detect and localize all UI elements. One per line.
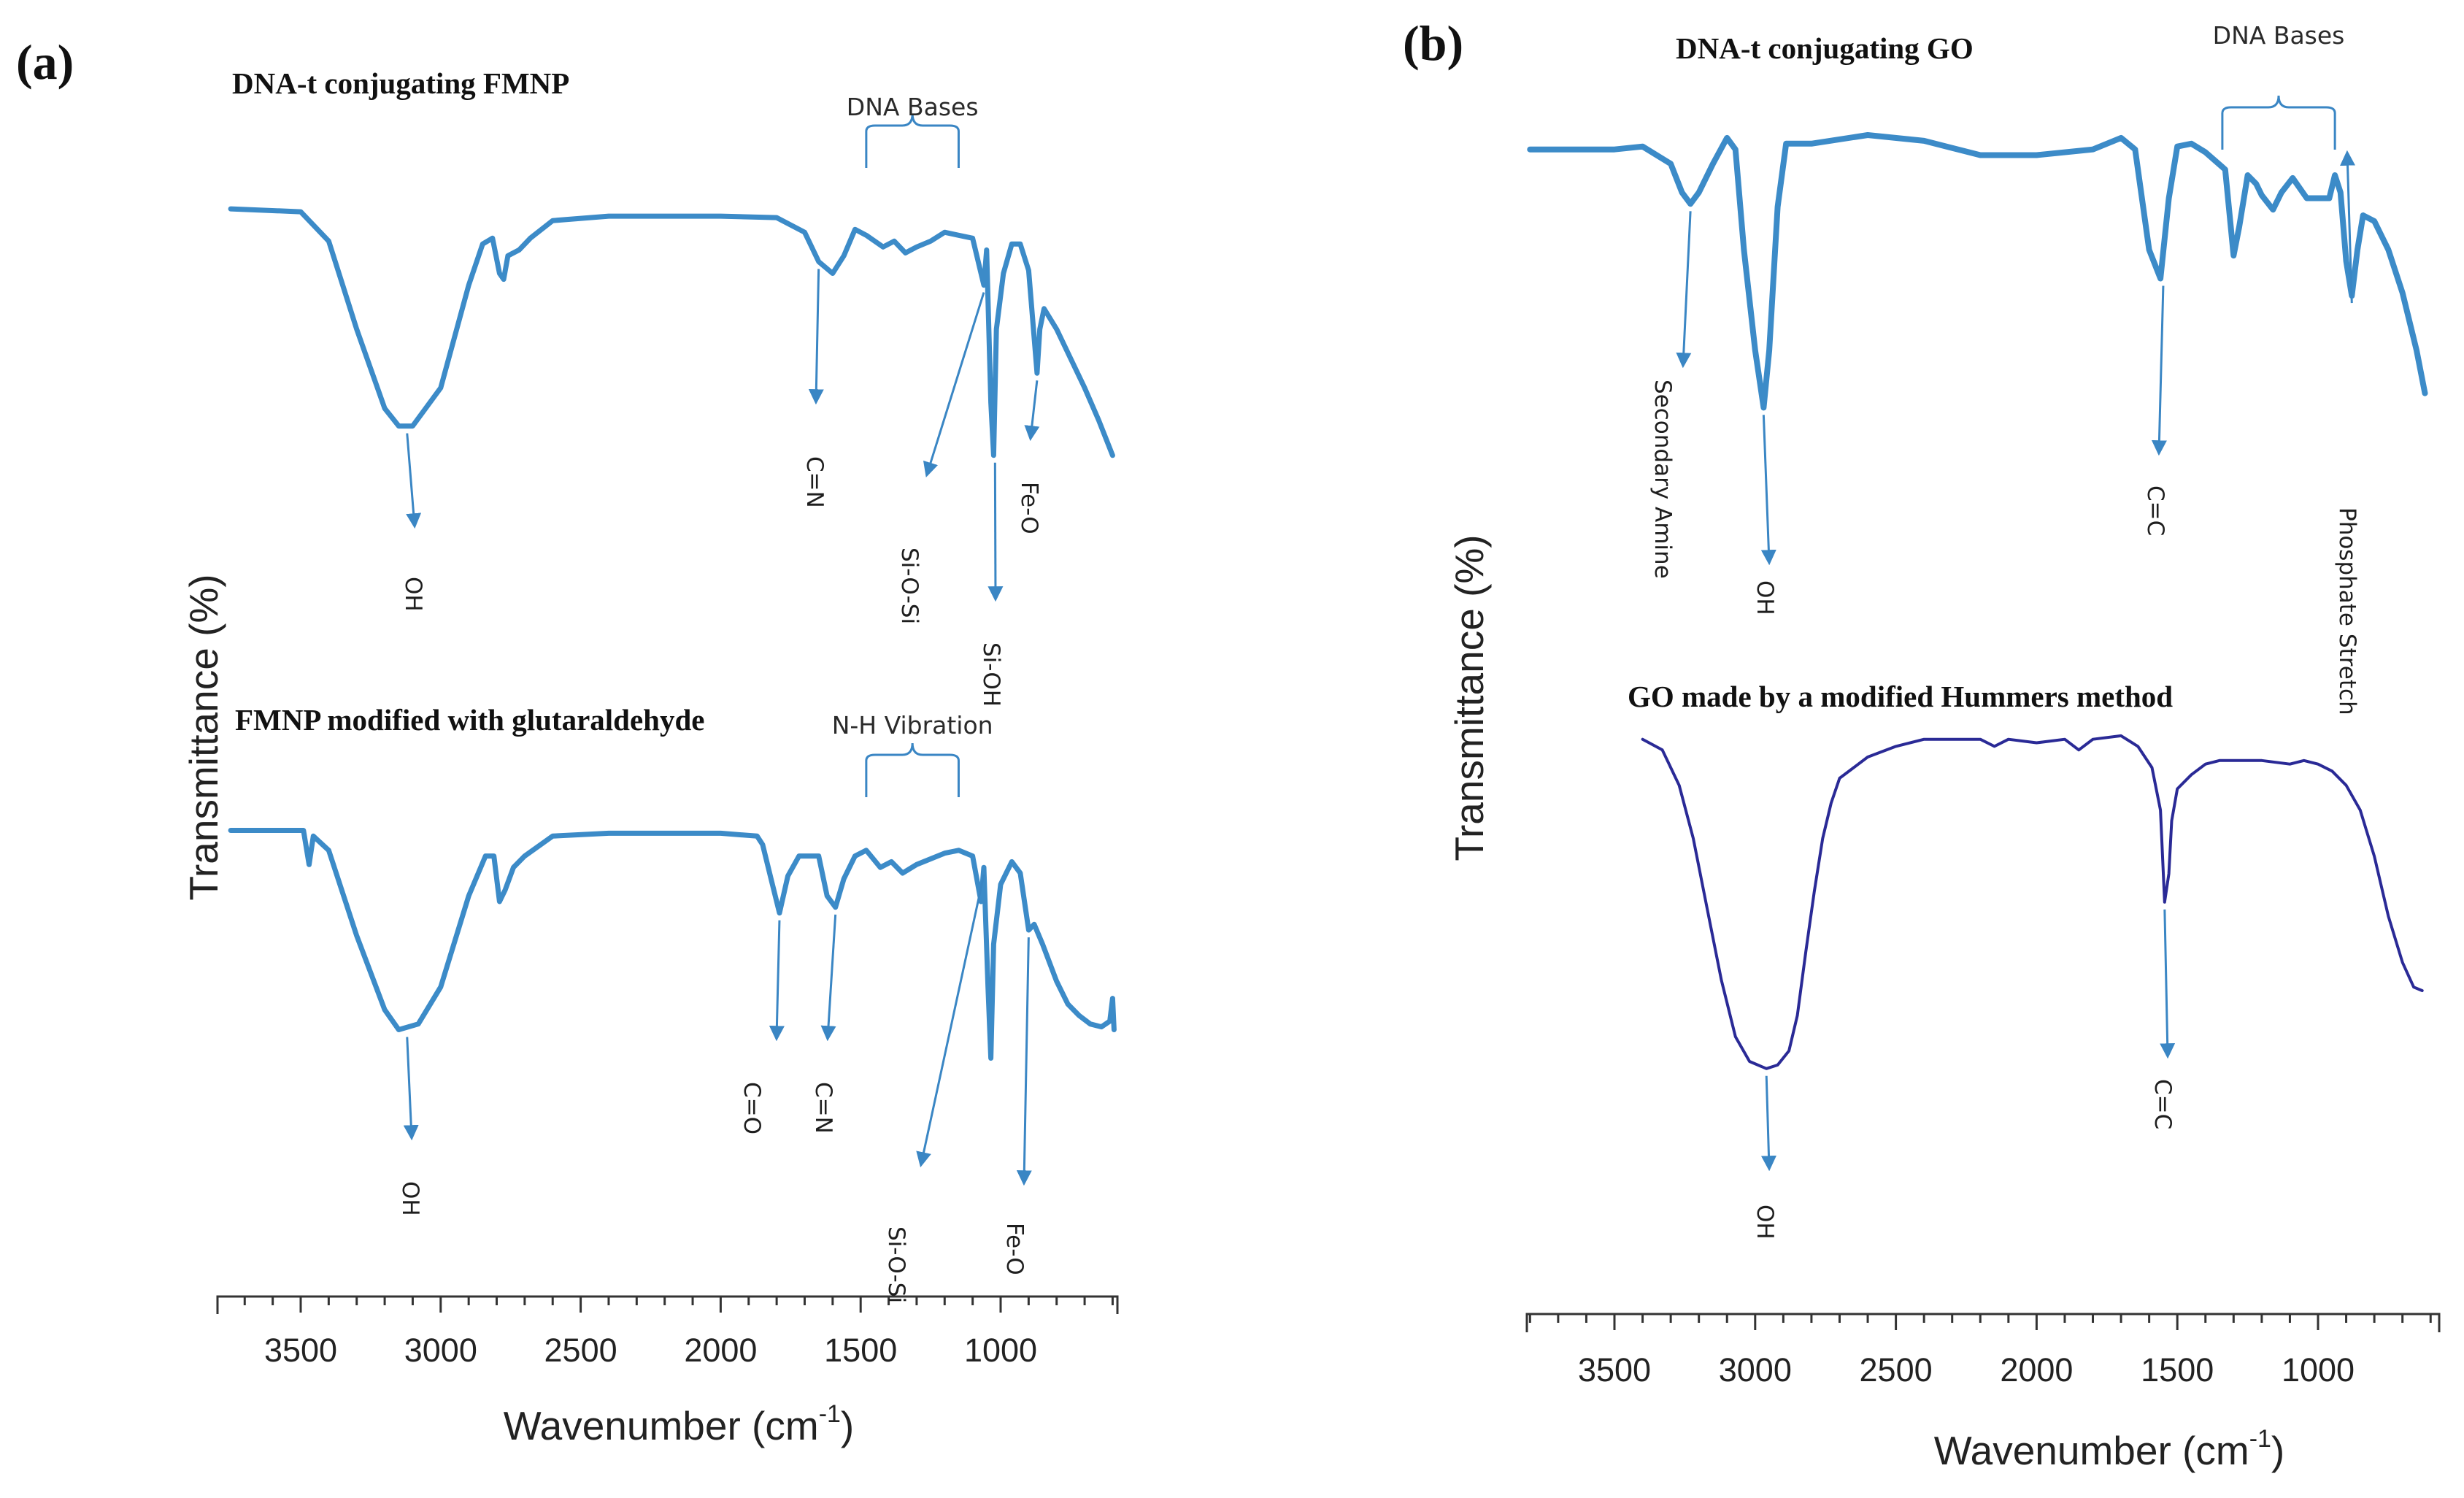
tick-label-1000: 1000	[2282, 1351, 2355, 1388]
peak-label-0-0-2: Si-O-Si	[896, 548, 923, 624]
spectrum-line-0-0	[228, 206, 1115, 458]
peak-label-0-0-1: C=N	[801, 456, 828, 508]
peak-arrow-0-0-3	[987, 462, 1004, 602]
panel-b-x-axis-title: Wavenumber (cm-1)	[1934, 1425, 2285, 1473]
peak-label-0-1-3: Si-O-Si	[883, 1226, 909, 1303]
tick-label-2000: 2000	[2000, 1351, 2073, 1388]
tick-label-3000: 3000	[404, 1332, 477, 1369]
spectra	[228, 132, 2428, 1070]
tick-label-3000: 3000	[1719, 1351, 1792, 1388]
panel-b-x-axis-title-main: Wavenumber (cm	[1934, 1428, 2249, 1473]
tick-label-1500: 1500	[824, 1332, 897, 1369]
peak-arrow-0-1-4	[1016, 937, 1032, 1186]
peak-label-1-0-3: Phosphate Stretch	[2334, 507, 2360, 715]
peak-label-0-1-1: C=O	[739, 1082, 765, 1134]
bracket-1-0	[2221, 95, 2336, 150]
peak-arrow-1-0-3	[2340, 150, 2356, 304]
panel-b-label: (b)	[1403, 15, 1463, 71]
panel-a-x-axis-title-close: )	[841, 1403, 854, 1448]
tick-label-2500: 2500	[1860, 1351, 1933, 1388]
spectrum-line-1-0	[1527, 132, 2428, 411]
tick-label-3500: 3500	[264, 1332, 337, 1369]
panel-b-x-axis	[1525, 1313, 2441, 1332]
panel-a-label: (a)	[16, 34, 74, 90]
tick-label-2500: 2500	[544, 1332, 617, 1369]
peak-label-0-1-2: C=N	[810, 1082, 836, 1134]
tick-label-1500: 1500	[2141, 1351, 2214, 1388]
panel-a-ticks: 3500 3000 2500 2000 1500 1000	[243, 1297, 1114, 1369]
panel-b-x-axis-title-sup: -1	[2249, 1425, 2271, 1453]
bracket-label-1-0: DNA Bases	[2213, 21, 2345, 50]
peak-arrow-0-0-4	[1024, 380, 1040, 442]
peak-label-0-0-0: OH	[400, 577, 426, 612]
panel-a-x-axis-title-sup: -1	[819, 1400, 841, 1428]
peak-annotations: DNA Bases OH C=N Si-O-Si Si-OH Fe-O N-H Vibrat…	[397, 21, 2360, 1303]
peak-label-0-1-0: OH	[397, 1181, 423, 1216]
tick-label-2000: 2000	[684, 1332, 757, 1369]
spectrum-line-0-1	[228, 828, 1117, 1061]
panel-a-y-axis-title: Transmittance (%)	[181, 574, 226, 900]
peak-label-0-0-4: Fe-O	[1016, 482, 1042, 534]
peak-arrow-1-1-1	[2160, 909, 2176, 1059]
peak-arrow-0-1-0	[403, 1037, 419, 1141]
peak-label-1-0-0: Secondary Amine	[1649, 380, 1676, 579]
bracket-0-1	[865, 742, 960, 797]
peak-label-1-0-2: C=C	[2142, 485, 2168, 536]
panel-a-x-axis-title-main: Wavenumber (cm	[504, 1403, 819, 1448]
peak-label-1-1-1: C=C	[2149, 1079, 2176, 1129]
peak-label-1-1-0: OH	[1752, 1205, 1778, 1240]
peak-arrow-0-0-2	[923, 292, 985, 478]
peak-label-0-0-3: Si-OH	[978, 642, 1004, 707]
bracket-label-0-0: DNA Bases	[847, 93, 979, 121]
peak-arrow-0-0-1	[808, 269, 824, 405]
panel-b-top-title: DNA-t conjugating GO	[1676, 31, 1974, 65]
tick-label-3500: 3500	[1578, 1351, 1651, 1388]
panel-a-x-axis-title: Wavenumber (cm-1)	[504, 1400, 855, 1448]
peak-arrow-1-1-0	[1761, 1075, 1776, 1172]
bracket-label-0-1: N-H Vibration	[832, 711, 993, 740]
panel-a-top-title: DNA-t conjugating FMNP	[232, 66, 569, 100]
spectrum-line-1-1	[1641, 734, 2424, 1070]
peak-arrow-1-0-2	[2151, 285, 2167, 456]
panel-a-x-axis	[216, 1295, 1119, 1314]
peak-arrow-0-1-3	[916, 874, 985, 1168]
peak-arrow-0-0-0	[406, 433, 422, 529]
peak-label-0-1-4: Fe-O	[1001, 1223, 1028, 1275]
peak-arrow-0-1-2	[820, 914, 837, 1042]
bracket-0-0	[865, 113, 960, 168]
panel-b-y-axis-title: Transmittance (%)	[1447, 534, 1492, 861]
peak-label-1-0-1: OH	[1752, 580, 1778, 615]
tick-label-1000: 1000	[964, 1332, 1037, 1369]
panel-b-bottom-title: GO made by a modified Hummers method	[1628, 680, 2173, 713]
peak-arrow-1-0-0	[1676, 211, 1692, 369]
peak-arrow-1-0-1	[1760, 415, 1776, 566]
panel-a-bottom-title: FMNP modified with glutaraldehyde	[235, 703, 704, 737]
peak-arrow-0-1-1	[769, 920, 785, 1042]
panel-b-x-axis-title-close: )	[2271, 1428, 2284, 1473]
panel-b-ticks: 3500 3000 2500 2000 1500 1000	[1528, 1314, 2432, 1388]
